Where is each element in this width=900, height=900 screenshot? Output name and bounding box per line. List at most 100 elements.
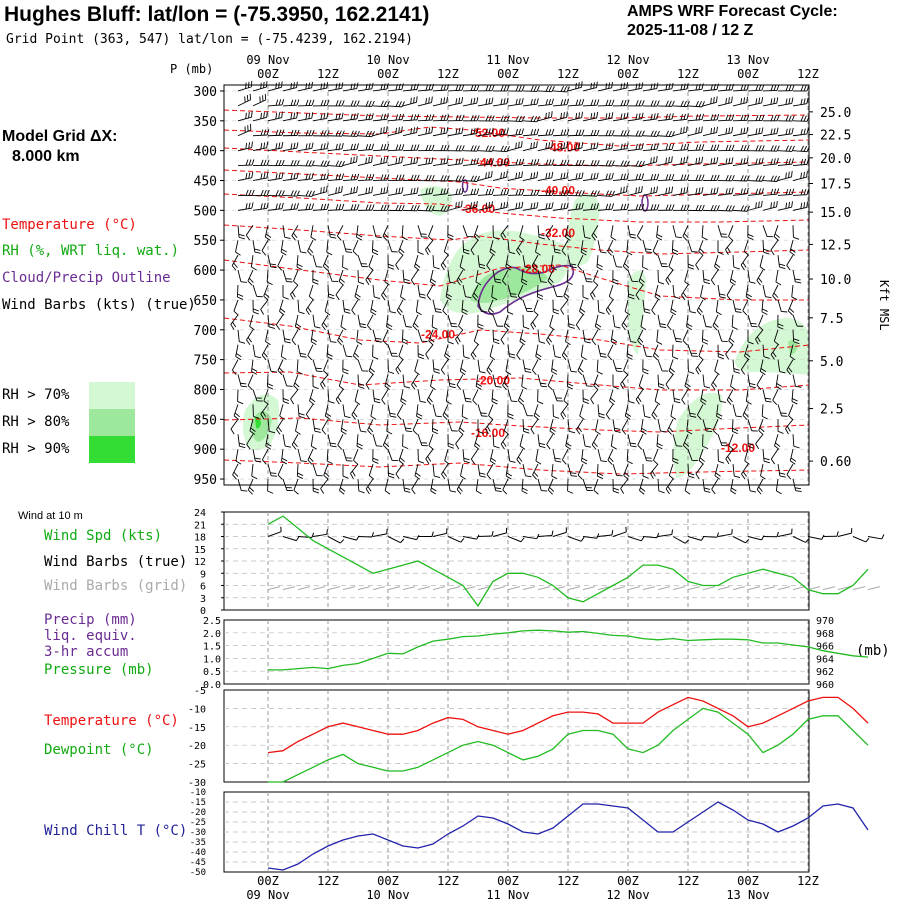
- wind-barb: [728, 157, 731, 164]
- wind-barb: [432, 464, 435, 477]
- wind-barb: [650, 174, 654, 181]
- wind-barb: [803, 158, 807, 165]
- wind-barb: [755, 145, 759, 151]
- wind-barb-grid: [612, 586, 626, 591]
- wind-barb: [368, 156, 370, 163]
- wind-barb: [576, 429, 581, 435]
- wind-barb: [458, 97, 461, 104]
- wind-barb: [605, 83, 608, 90]
- wind-barb: [607, 240, 614, 252]
- wind-barb: [404, 386, 411, 389]
- wind-barb: [629, 442, 637, 445]
- wind-barb: [523, 326, 530, 330]
- wind-barb: [597, 194, 612, 197]
- wind-barb: [733, 368, 740, 371]
- time-axis-top-label: 00Z: [257, 67, 279, 81]
- wind-barb-grid: [312, 586, 326, 591]
- wind-barb: [368, 83, 371, 90]
- wind-barb: [791, 97, 794, 104]
- wind-barb: [688, 472, 695, 476]
- wind-barb: [760, 370, 766, 376]
- wind-barb: [474, 340, 480, 346]
- wind-barb: [626, 173, 629, 180]
- wind-barb: [770, 344, 779, 355]
- wind-barb: [653, 204, 657, 211]
- time-axis-bottom-label: 12Z: [797, 874, 819, 888]
- wind-barb: [326, 130, 330, 137]
- wind-barb: [665, 174, 669, 181]
- wind-barb: [311, 190, 315, 197]
- wind-barb: [562, 459, 567, 465]
- wind-barb: [402, 419, 407, 432]
- wind-barb: [446, 205, 450, 212]
- wind-barb: [485, 85, 489, 91]
- wind-barb: [611, 142, 614, 149]
- wind-barb: [263, 295, 269, 301]
- wind-barb: [282, 147, 297, 152]
- pressure-tick-label: 400: [194, 145, 217, 160]
- wind-barb: [605, 143, 608, 150]
- wind-barb: [282, 208, 297, 211]
- wind-barb: [296, 255, 299, 268]
- wind-barb: [323, 370, 329, 376]
- wind-barb: [365, 384, 370, 390]
- wind-barb: [260, 112, 262, 119]
- wind-barb: [293, 232, 298, 239]
- wind-barb: [789, 355, 796, 361]
- wind-barb-true: [267, 531, 282, 537]
- wind-barb: [576, 419, 584, 430]
- wind-barb: [449, 383, 456, 386]
- wind-barb: [565, 329, 569, 342]
- wind-barb: [698, 240, 704, 252]
- wind-barb: [355, 293, 361, 298]
- wind-barb: [231, 254, 239, 266]
- wind-barb: [413, 322, 419, 328]
- wind-barb: [356, 130, 360, 137]
- wind-barb: [695, 114, 699, 121]
- wind-barb: [608, 160, 612, 167]
- wind-barb: [326, 173, 329, 180]
- wind-barb: [646, 355, 653, 358]
- wind-barb: [342, 135, 358, 137]
- wind-barb: [488, 367, 493, 373]
- wind-barb: [353, 186, 356, 194]
- wind-barb: [443, 97, 446, 104]
- wind-speed-tick-label: 3: [200, 594, 206, 605]
- wind-barb: [684, 385, 690, 391]
- wind-barb: [545, 99, 548, 106]
- wind-barb: [717, 193, 732, 196]
- wind-barb: [386, 113, 389, 120]
- wind-barb: [563, 99, 567, 106]
- wind-barb: [515, 172, 518, 179]
- day-axis-bottom-label: 13 Nov: [726, 888, 769, 900]
- wind-barb: [773, 225, 779, 237]
- wind-barb-true: [492, 532, 507, 537]
- wind-barb: [605, 299, 614, 311]
- wind-barb: [387, 131, 402, 137]
- wind-barb: [552, 284, 558, 297]
- wind-barb: [581, 111, 583, 118]
- grid-point-subtitle: Grid Point (363, 547) lat/lon = (-75.423…: [6, 32, 413, 47]
- wind-barb: [383, 187, 386, 194]
- wind-barb: [248, 277, 254, 283]
- precip-tick-label: 2.0: [203, 629, 221, 640]
- wind-barb: [490, 457, 497, 462]
- wind-barb: [713, 322, 719, 328]
- wind-barb: [581, 190, 585, 197]
- wind-barb: [488, 128, 491, 135]
- wind-barb: [530, 189, 534, 196]
- wind-barb: [372, 389, 375, 402]
- wind-barb: [505, 464, 509, 477]
- isotherm-label: -48.00: [546, 141, 580, 155]
- wind-barb: [338, 160, 342, 167]
- wind-barb: [791, 401, 798, 405]
- wind-barb: [657, 442, 663, 447]
- wind-barb: [566, 270, 569, 283]
- wind-chill-line: [267, 801, 869, 871]
- wind-speed-line: [267, 515, 869, 608]
- wind-barb-grid: [417, 586, 431, 591]
- wind-barb: [261, 354, 267, 361]
- wind-barb: [237, 225, 240, 238]
- wind-barb-true: [821, 534, 825, 540]
- wind-barb: [395, 463, 404, 475]
